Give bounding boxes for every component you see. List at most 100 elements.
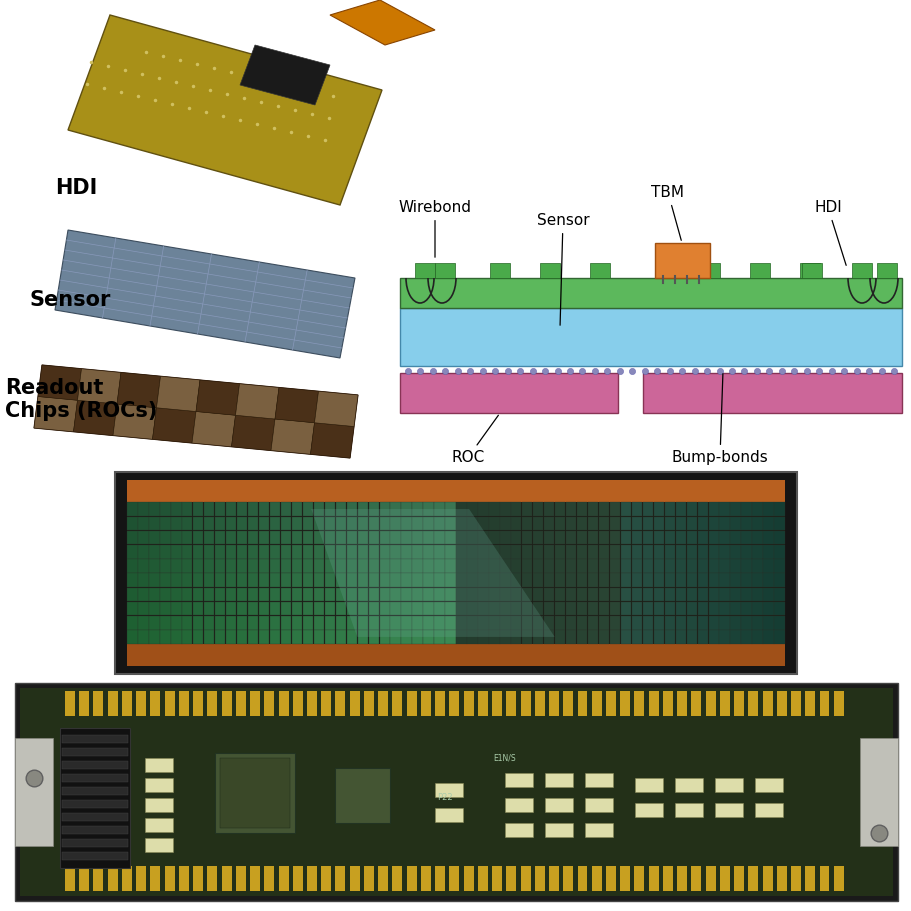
FancyBboxPatch shape — [620, 531, 630, 544]
FancyBboxPatch shape — [642, 616, 652, 630]
FancyBboxPatch shape — [150, 866, 160, 891]
FancyBboxPatch shape — [506, 866, 516, 891]
FancyBboxPatch shape — [321, 866, 331, 891]
FancyBboxPatch shape — [566, 545, 576, 558]
FancyBboxPatch shape — [664, 630, 674, 644]
FancyBboxPatch shape — [754, 778, 783, 792]
FancyBboxPatch shape — [62, 826, 128, 834]
Polygon shape — [55, 230, 354, 358]
FancyBboxPatch shape — [763, 531, 773, 544]
FancyBboxPatch shape — [653, 545, 663, 558]
FancyBboxPatch shape — [346, 545, 356, 558]
FancyBboxPatch shape — [510, 545, 521, 558]
Polygon shape — [310, 423, 353, 458]
FancyBboxPatch shape — [248, 502, 258, 516]
FancyBboxPatch shape — [488, 630, 499, 644]
FancyBboxPatch shape — [270, 616, 280, 630]
FancyBboxPatch shape — [281, 630, 291, 644]
FancyBboxPatch shape — [237, 517, 247, 530]
FancyBboxPatch shape — [270, 517, 280, 530]
FancyBboxPatch shape — [533, 573, 543, 587]
FancyBboxPatch shape — [653, 630, 663, 644]
FancyBboxPatch shape — [584, 798, 612, 812]
Polygon shape — [34, 365, 358, 458]
FancyBboxPatch shape — [412, 545, 423, 558]
FancyBboxPatch shape — [193, 616, 203, 630]
FancyBboxPatch shape — [763, 588, 773, 601]
FancyBboxPatch shape — [719, 866, 729, 891]
FancyBboxPatch shape — [357, 573, 367, 587]
FancyBboxPatch shape — [708, 545, 718, 558]
FancyBboxPatch shape — [259, 531, 269, 544]
FancyBboxPatch shape — [675, 616, 685, 630]
FancyBboxPatch shape — [313, 630, 323, 644]
FancyBboxPatch shape — [705, 866, 715, 891]
FancyBboxPatch shape — [248, 630, 258, 644]
FancyBboxPatch shape — [346, 630, 356, 644]
FancyBboxPatch shape — [445, 502, 456, 516]
FancyBboxPatch shape — [664, 502, 674, 516]
FancyBboxPatch shape — [160, 573, 170, 587]
FancyBboxPatch shape — [499, 531, 510, 544]
FancyBboxPatch shape — [138, 601, 148, 615]
FancyBboxPatch shape — [664, 573, 674, 587]
FancyBboxPatch shape — [566, 588, 576, 601]
FancyBboxPatch shape — [324, 573, 334, 587]
FancyBboxPatch shape — [445, 588, 456, 601]
FancyBboxPatch shape — [127, 480, 784, 502]
FancyBboxPatch shape — [435, 808, 463, 822]
FancyBboxPatch shape — [544, 502, 554, 516]
FancyBboxPatch shape — [730, 502, 740, 516]
FancyBboxPatch shape — [664, 588, 674, 601]
Polygon shape — [68, 15, 382, 205]
FancyBboxPatch shape — [510, 630, 521, 644]
FancyBboxPatch shape — [741, 573, 751, 587]
FancyBboxPatch shape — [62, 852, 128, 860]
FancyBboxPatch shape — [445, 573, 456, 587]
FancyBboxPatch shape — [599, 616, 609, 630]
FancyBboxPatch shape — [368, 630, 378, 644]
FancyBboxPatch shape — [763, 601, 773, 615]
FancyBboxPatch shape — [675, 588, 685, 601]
FancyBboxPatch shape — [379, 573, 390, 587]
FancyBboxPatch shape — [588, 601, 598, 615]
FancyBboxPatch shape — [313, 545, 323, 558]
FancyBboxPatch shape — [714, 778, 742, 792]
FancyBboxPatch shape — [313, 616, 323, 630]
FancyBboxPatch shape — [434, 545, 445, 558]
FancyBboxPatch shape — [182, 601, 192, 615]
FancyBboxPatch shape — [619, 866, 630, 891]
FancyBboxPatch shape — [193, 517, 203, 530]
FancyBboxPatch shape — [400, 373, 618, 413]
FancyBboxPatch shape — [62, 748, 128, 756]
FancyBboxPatch shape — [634, 778, 662, 792]
FancyBboxPatch shape — [456, 531, 466, 544]
FancyBboxPatch shape — [449, 691, 459, 716]
FancyBboxPatch shape — [302, 545, 312, 558]
FancyBboxPatch shape — [686, 616, 696, 630]
FancyBboxPatch shape — [466, 573, 477, 587]
FancyBboxPatch shape — [237, 616, 247, 630]
FancyBboxPatch shape — [733, 691, 743, 716]
FancyBboxPatch shape — [128, 616, 138, 630]
FancyBboxPatch shape — [521, 601, 532, 615]
FancyBboxPatch shape — [237, 531, 247, 544]
FancyBboxPatch shape — [160, 630, 170, 644]
FancyBboxPatch shape — [259, 573, 269, 587]
FancyBboxPatch shape — [705, 691, 715, 716]
FancyBboxPatch shape — [204, 588, 214, 601]
FancyBboxPatch shape — [390, 531, 401, 544]
FancyBboxPatch shape — [259, 545, 269, 558]
FancyBboxPatch shape — [677, 691, 686, 716]
FancyBboxPatch shape — [193, 588, 203, 601]
FancyBboxPatch shape — [719, 601, 729, 615]
FancyBboxPatch shape — [160, 545, 170, 558]
FancyBboxPatch shape — [379, 559, 390, 573]
FancyBboxPatch shape — [488, 559, 499, 573]
FancyBboxPatch shape — [521, 573, 532, 587]
FancyBboxPatch shape — [357, 502, 367, 516]
FancyBboxPatch shape — [226, 601, 236, 615]
FancyBboxPatch shape — [477, 866, 487, 891]
FancyBboxPatch shape — [488, 517, 499, 530]
Polygon shape — [74, 400, 117, 435]
